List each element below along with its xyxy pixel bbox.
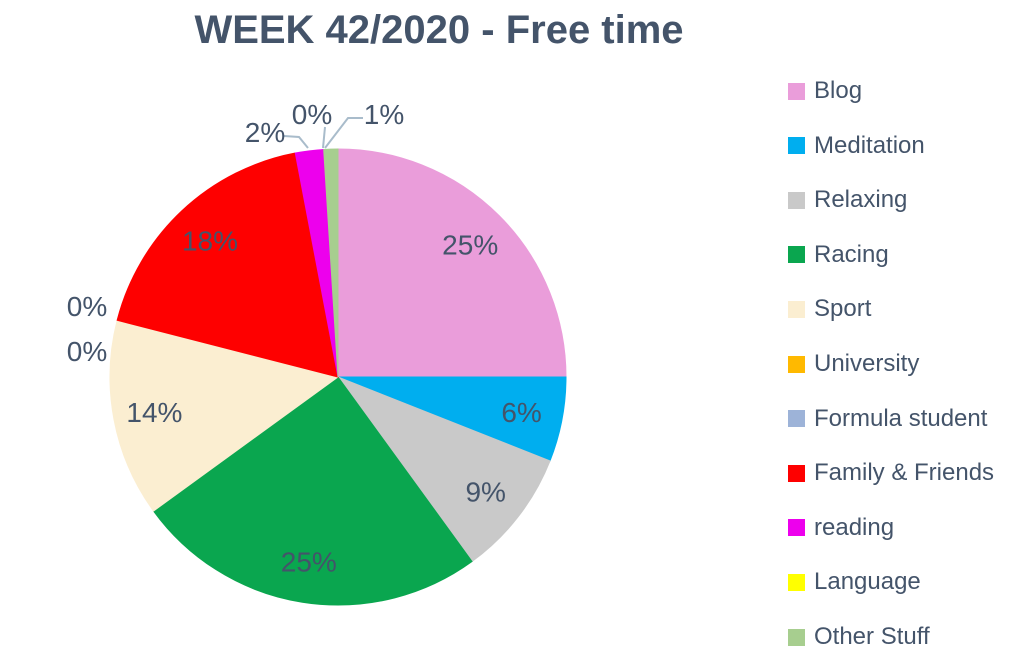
legend-swatch-university: [788, 355, 805, 373]
legend-label: Meditation: [814, 131, 925, 159]
pie-slice-sport: [109, 319, 340, 512]
legend-item-meditation: Meditation: [788, 131, 925, 159]
pie-data-label-racing: 25%: [281, 547, 337, 578]
pie-slice-blog: [337, 148, 567, 378]
legend-swatch-racing: [788, 246, 805, 264]
legend-label: Other Stuff: [814, 623, 930, 650]
legend-swatch-relaxing: [788, 191, 805, 209]
legend-swatch-blog: [788, 82, 805, 100]
legend-item-family-friends: Family & Friends: [788, 459, 995, 487]
leader-line-reading: [283, 135, 309, 149]
legend-label: Blog: [814, 77, 863, 104]
legend-item-other-stuff: Other Stuff: [788, 623, 930, 650]
pie-data-label-other-stuff: 1%: [364, 99, 404, 130]
legend-label: Formula student: [814, 404, 988, 432]
legend-swatch-language: [788, 573, 805, 591]
legend-swatch-sport: [788, 300, 805, 318]
pie-data-label-reading: 2%: [245, 117, 285, 148]
legend-item-blog: Blog: [788, 77, 863, 104]
legend-label: Language: [814, 568, 921, 596]
legend-item-relaxing: Relaxing: [788, 186, 908, 214]
chart-title: WEEK 42/2020 - Free time: [194, 8, 684, 52]
pie-data-label-formula-student: 0%: [67, 336, 107, 367]
pie-data-label-blog: 25%: [442, 230, 498, 261]
pie-slice-family-friends: [116, 152, 339, 378]
legend-swatch-meditation: [788, 137, 805, 155]
legend-item-language: Language: [788, 568, 921, 596]
legend-label: Racing: [814, 240, 889, 268]
legend-item-formula-student: Formula student: [788, 404, 988, 432]
legend-label: Relaxing: [814, 186, 908, 214]
legend-label: Family & Friends: [814, 459, 995, 487]
leader-line-other-stuff: [324, 117, 363, 149]
legend-label: reading: [814, 513, 895, 541]
legend-item-sport: Sport: [788, 295, 872, 323]
pie-data-label-sport: 14%: [126, 397, 182, 428]
legend-label: University: [814, 350, 920, 377]
legend-item-university: University: [788, 350, 920, 377]
pie-slice-other-stuff: [323, 148, 339, 378]
legend-item-racing: Racing: [788, 240, 889, 268]
legend-label: Sport: [814, 295, 872, 323]
pie-slice-racing: [152, 376, 473, 606]
legend-swatch-formula-student: [788, 410, 805, 428]
pie-slice-relaxing: [336, 375, 551, 563]
pie-data-label-relaxing: 9%: [465, 476, 505, 507]
pie-data-label-family-friends: 18%: [182, 226, 238, 257]
pie-data-label-language: 0%: [292, 99, 332, 130]
legend-swatch-reading: [788, 519, 805, 537]
pie-data-label-meditation: 6%: [501, 397, 541, 428]
legend-swatch-other-stuff: [788, 628, 805, 646]
legend-swatch-family-friends: [788, 464, 805, 482]
legend-item-reading: reading: [788, 513, 895, 541]
pie-data-label-university: 0%: [67, 291, 107, 322]
leader-line-language: [322, 126, 326, 149]
